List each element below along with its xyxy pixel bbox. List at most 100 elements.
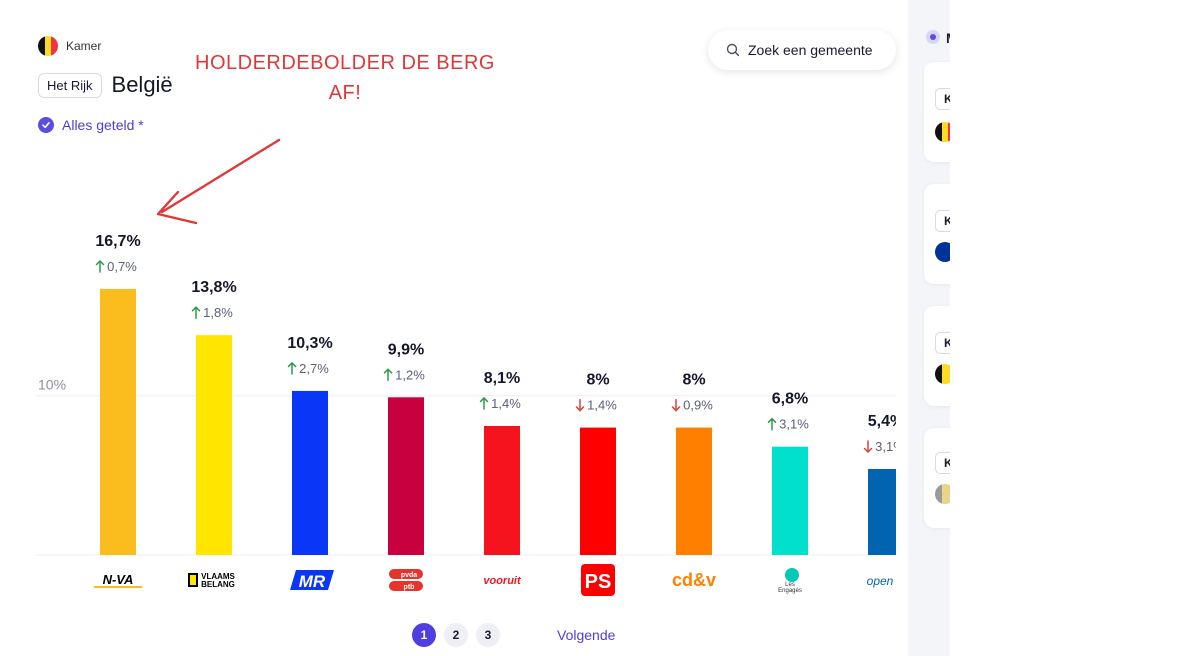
change-label: 3,1% [779, 417, 809, 432]
bar-ps [580, 427, 616, 555]
arrow-up-icon [191, 306, 201, 319]
bar-open-vld [868, 468, 896, 555]
arrow-down-icon [671, 398, 681, 412]
value-label: 9,9% [388, 341, 424, 358]
logo-text: BELANG [201, 580, 235, 589]
value-label: 8% [682, 372, 705, 389]
results-card: Kamer Het Rijk België Alles geteld * Zoe… [6, 0, 908, 656]
side-panel-heading: M [946, 30, 950, 46]
bar-nva [100, 289, 136, 555]
side-card-chip: K [935, 88, 950, 110]
annotation-arrow [156, 138, 281, 225]
side-card-4[interactable]: K [924, 428, 950, 528]
flanders-flag-icon [935, 364, 950, 384]
arrow-down-icon [863, 440, 873, 454]
value-label: 10,3% [287, 335, 332, 352]
logo-text: open [867, 574, 894, 588]
mr-logo: MR [290, 570, 334, 591]
logo-bg [581, 564, 615, 596]
logo-text: ptb [404, 584, 415, 591]
title-row: Het Rijk België [38, 72, 173, 98]
side-card-1[interactable]: K [924, 62, 950, 162]
change-label: 1,8% [203, 305, 233, 320]
annotation-line-1: HOLDERDEBOLDER DE BERG [195, 52, 495, 74]
open-vld-logo: openVLD [867, 574, 894, 588]
arrow-up-icon [383, 368, 393, 382]
logo-text: N-VA [103, 572, 134, 587]
arrow-up-icon [287, 361, 297, 375]
change-label: 0,9% [683, 398, 713, 413]
bar-cdv [676, 427, 712, 555]
vooruit-logo: vooruit [483, 575, 522, 587]
bar-vooruit [484, 425, 520, 555]
logo-pill [389, 569, 423, 579]
side-card-3[interactable]: K [924, 306, 950, 406]
logo-mark [785, 568, 799, 582]
results-bar-chart: 10% 16,7% 0,7% 13,8% 1,8% 10,3% 2,7% 9,9% 1,2% 8… [36, 138, 902, 596]
page-2-button[interactable]: 2 [444, 623, 468, 647]
logo-text: MR [299, 572, 326, 591]
search-placeholder: Zoek een gemeente [748, 42, 873, 58]
nva-logo: N-VA [94, 572, 142, 588]
page-3-button[interactable]: 3 [476, 623, 500, 647]
scope-chip[interactable]: Het Rijk [38, 72, 102, 98]
logo-bg [290, 570, 334, 590]
change-label: 0,7% [107, 259, 137, 274]
belgium-flag-icon [38, 36, 58, 56]
value-label: 13,8% [191, 279, 236, 296]
arrow-up-icon [767, 417, 777, 431]
change-label: 1,4% [587, 398, 617, 413]
logo-text: PS [585, 571, 612, 593]
next-page-link[interactable]: Volgende [557, 627, 616, 643]
side-card-2[interactable]: K [924, 184, 950, 284]
logo-mark-inner [190, 575, 196, 585]
arrow-up-icon [479, 396, 489, 410]
page-title: België [111, 72, 173, 97]
search-icon [726, 43, 740, 57]
bar-les-engages [772, 446, 808, 555]
annotation-line-2: AF! [328, 82, 362, 104]
change-label: 3,1% [875, 439, 902, 454]
change-label: 1,2% [395, 367, 425, 382]
count-status-label: Alles geteld * [62, 117, 144, 133]
change-label: 1,4% [491, 396, 521, 411]
logo-text: cd&v [672, 570, 716, 590]
logo-text: vooruit [483, 575, 522, 587]
pvda-ptb-logo: pvda ptb [389, 569, 423, 591]
side-card-chip: K [935, 332, 950, 354]
annotation-text: HOLDERDEBOLDER DE BERG AF! [180, 48, 510, 108]
count-status: Alles geteld * [38, 117, 144, 133]
radio-selected-icon[interactable] [926, 30, 940, 44]
bar-pvda-ptb [388, 397, 424, 555]
value-label: 5,4% [868, 413, 902, 430]
value-label: 8,1% [484, 370, 520, 387]
level-indicator: Kamer [38, 36, 101, 56]
change-label: 2,7% [299, 361, 329, 376]
eu-flag-icon [935, 242, 950, 262]
logo-text: VLAAMS [201, 572, 235, 581]
bar-vlaams-belang [196, 335, 232, 555]
empty-area [950, 0, 1202, 656]
value-label: 16,7% [95, 233, 140, 250]
cdv-logo: cd&v [672, 570, 716, 590]
region-flag-icon [935, 484, 950, 504]
gridline-label: 10% [38, 377, 66, 393]
page-1-button[interactable]: 1 [412, 623, 436, 647]
ps-logo: PS [581, 564, 615, 596]
level-label: Kamer [66, 39, 102, 53]
belgium-flag-icon [935, 122, 950, 142]
municipality-search[interactable]: Zoek een gemeente [708, 30, 896, 70]
logo-text: Les [785, 582, 795, 588]
check-circle-icon [38, 117, 54, 133]
arrow-up-icon [95, 259, 105, 273]
pagination: 1 2 3 [412, 623, 500, 647]
side-card-chip: K [935, 452, 950, 474]
logo-text: Engagés [778, 588, 802, 594]
logo-pill [389, 581, 423, 591]
value-label: 8% [586, 372, 609, 389]
side-panel: M K K K K [908, 0, 950, 656]
value-label: 6,8% [772, 391, 808, 408]
arrow-down-icon [575, 398, 585, 412]
